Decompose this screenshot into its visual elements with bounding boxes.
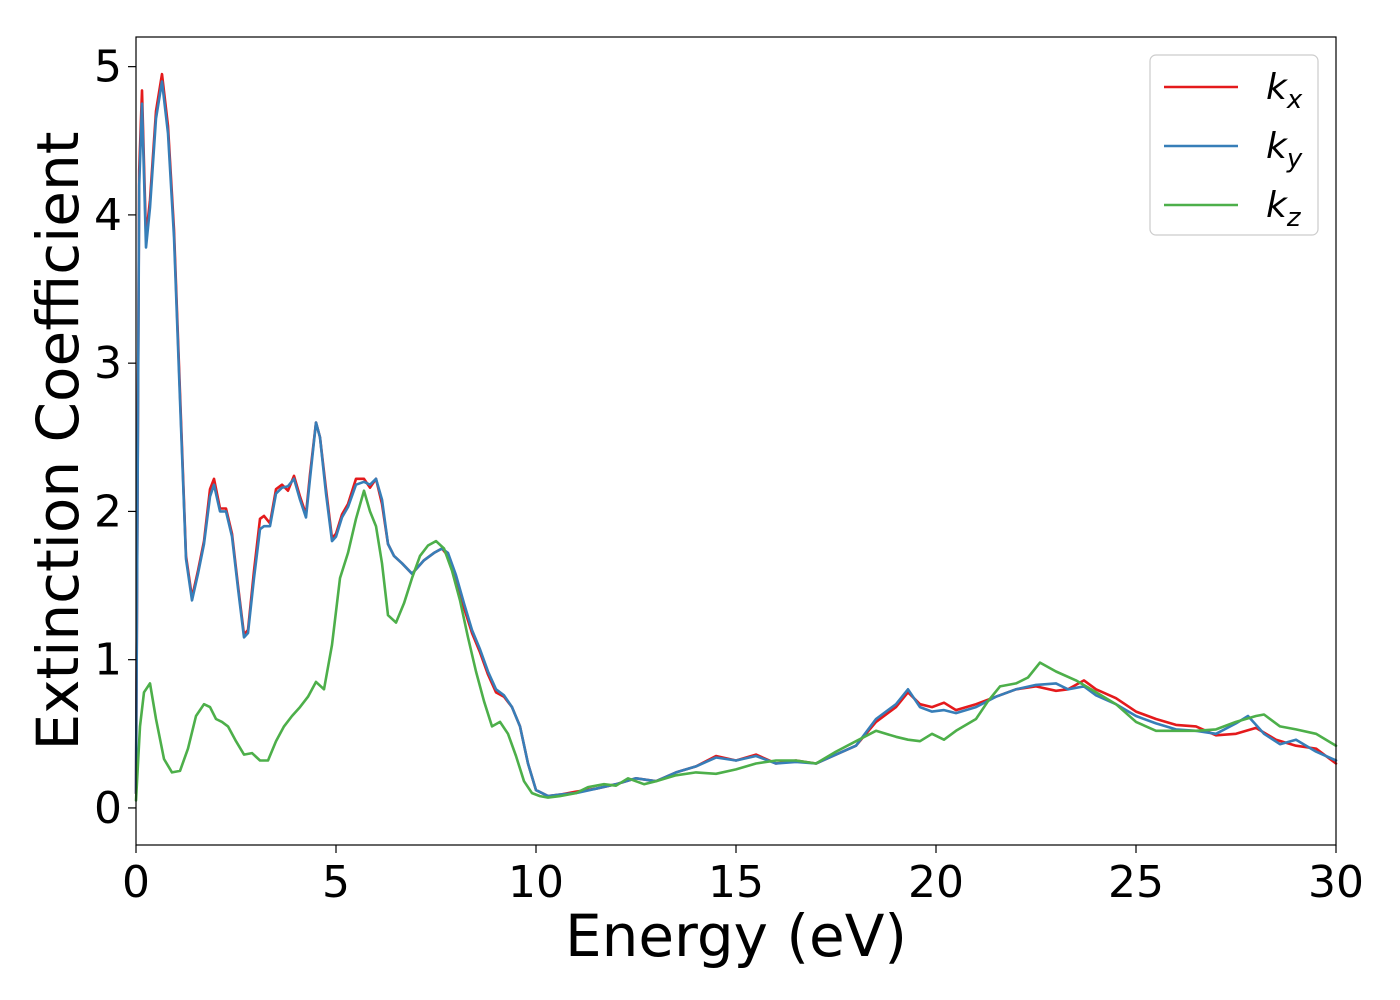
legend-label-kx: kx [1266, 67, 1303, 115]
x-tick-label: 10 [508, 857, 564, 908]
series-line-ky [134, 80, 1338, 798]
x-tick-label: 0 [122, 857, 150, 908]
y-tick-label: 4 [94, 190, 122, 241]
y-tick-label: 2 [94, 486, 122, 537]
x-tick-label: 25 [1108, 857, 1164, 908]
legend-label-ky: ky [1266, 126, 1303, 174]
plot-lines [134, 72, 1338, 802]
y-axis-ticks: 0 1 2 3 4 5 [94, 42, 136, 834]
y-tick-label: 0 [94, 783, 122, 834]
x-axis-ticks: 0 5 10 15 20 25 30 [122, 845, 1364, 908]
series-line-kz [134, 489, 1338, 802]
x-tick-label: 15 [708, 857, 764, 908]
y-tick-label: 1 [94, 635, 122, 686]
y-axis-title: Extinction Coefficient [24, 132, 92, 751]
legend: kx ky kz [1149, 54, 1319, 236]
x-axis-title: Energy (eV) [565, 902, 907, 970]
x-tick-label: 20 [908, 857, 964, 908]
legend-label-kz: kz [1266, 185, 1302, 233]
y-tick-label: 3 [94, 338, 122, 389]
x-tick-label: 30 [1308, 857, 1364, 908]
x-tick-label: 5 [322, 857, 350, 908]
y-tick-label: 5 [94, 42, 122, 93]
